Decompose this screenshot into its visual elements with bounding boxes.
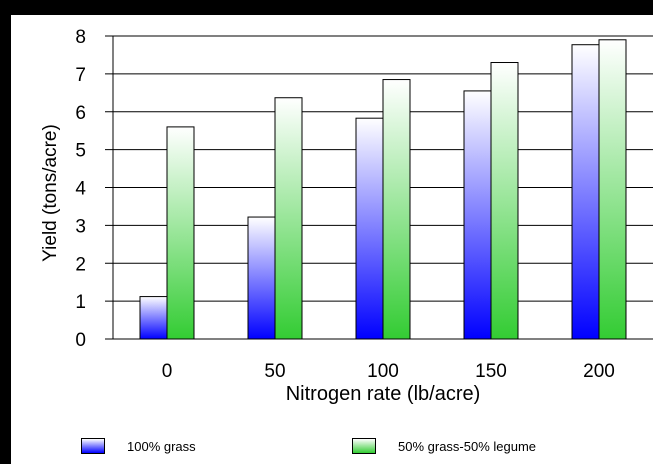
legend-swatch-grass (81, 438, 105, 454)
bar-grass-legume (166, 126, 195, 340)
y-tick-label: 3 (75, 216, 86, 237)
bar-grass (571, 44, 600, 340)
y-axis-label: Yield (tons/acre) (40, 124, 61, 262)
legend-item-grass: 100% grass (81, 438, 196, 454)
bar-grass (139, 296, 168, 340)
y-tick-label: 5 (75, 141, 86, 162)
chart-frame: 0 1 2 3 4 5 6 7 8 0 50 100 150 200 Yield (tons/acre) … (11, 15, 653, 464)
bar-grass-legume (490, 62, 519, 340)
x-tick-label: 100 (367, 361, 399, 382)
x-tick-label: 50 (264, 361, 285, 382)
x-tick-label: 200 (583, 361, 615, 382)
y-tick-label: 4 (75, 179, 86, 200)
bar-grass-legume (274, 97, 303, 340)
y-tick-label: 7 (75, 65, 86, 86)
legend-label-grass-legume: 50% grass-50% legume (398, 438, 537, 454)
legend-item-grass-legume: 50% grass-50% legume (352, 438, 536, 454)
x-axis-label: Nitrogen rate (lb/acre) (286, 383, 481, 405)
y-tick-label: 1 (75, 292, 86, 313)
legend-swatch-grass-legume (352, 438, 376, 454)
y-tick-label: 0 (75, 330, 86, 351)
x-tick-label: 150 (475, 361, 507, 382)
y-tick-label: 8 (75, 27, 86, 48)
y-tick-label: 6 (75, 103, 86, 124)
bar-grass-legume (382, 79, 411, 340)
y-tick-label: 2 (75, 254, 86, 275)
bar-grass (247, 216, 276, 340)
bar-grass (355, 117, 384, 340)
bar-grass (463, 90, 492, 340)
x-tick-label: 0 (162, 361, 173, 382)
bar-grass-legume (598, 39, 627, 340)
legend-label-grass: 100% grass (127, 438, 196, 454)
